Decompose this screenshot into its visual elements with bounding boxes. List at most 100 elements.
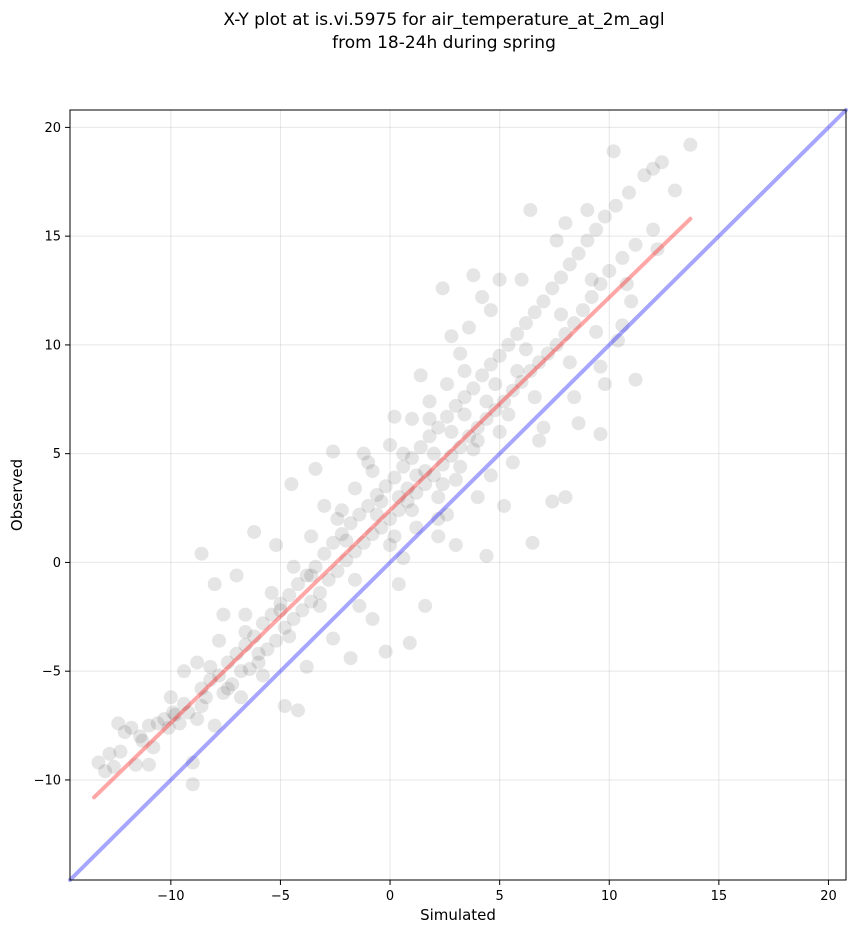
scatter-point xyxy=(536,294,551,309)
scatter-point xyxy=(225,677,240,692)
scatter-point xyxy=(409,520,424,535)
scatter-point xyxy=(448,472,463,487)
scatter-point xyxy=(483,357,498,372)
scatter-point xyxy=(580,203,595,218)
scatter-point xyxy=(608,198,623,213)
scatter-point xyxy=(501,337,516,352)
scatter-point xyxy=(567,316,582,331)
scatter-point xyxy=(163,690,178,705)
scatter-point xyxy=(273,596,288,611)
y-tick-label: 5 xyxy=(53,447,61,462)
scatter-point xyxy=(654,155,669,170)
scatter-point xyxy=(304,568,319,583)
scatter-point xyxy=(308,461,323,476)
scatter-point xyxy=(343,516,358,531)
scatter-point xyxy=(488,403,503,418)
scatter-point xyxy=(422,411,437,426)
scatter-point xyxy=(264,607,279,622)
scatter-point xyxy=(562,355,577,370)
scatter-point xyxy=(326,631,341,646)
scatter-point xyxy=(525,535,540,550)
scatter-point xyxy=(369,488,384,502)
scatter-point xyxy=(172,716,187,731)
scatter-point xyxy=(444,329,459,344)
scatter-point xyxy=(229,646,244,661)
scatter-point xyxy=(352,507,367,522)
scatter-point xyxy=(176,664,191,679)
scatter-point xyxy=(501,407,516,422)
y-axis-label: Observed xyxy=(8,459,26,531)
scatter-point xyxy=(378,644,393,659)
scatter-point xyxy=(409,485,424,500)
scatter-point xyxy=(295,603,310,618)
scatter-point xyxy=(334,503,349,518)
scatter-point xyxy=(431,420,446,435)
scatter-point xyxy=(545,281,560,296)
scatter-point xyxy=(444,424,459,439)
scatter-point xyxy=(461,320,476,335)
scatter-point xyxy=(194,698,209,713)
scatter-point xyxy=(391,490,406,505)
scatter-point xyxy=(444,448,459,463)
scatter-point xyxy=(567,390,582,405)
scatter-point xyxy=(584,290,599,305)
plot-frame xyxy=(69,109,847,881)
scatter-point xyxy=(330,564,345,579)
scatter-point xyxy=(418,464,433,479)
scatter-point xyxy=(461,429,476,444)
scatter-point xyxy=(269,633,284,648)
scatter-point xyxy=(233,664,248,679)
scatter-point xyxy=(299,568,314,583)
scatter-point xyxy=(532,355,547,370)
scatter-point xyxy=(492,272,507,287)
scatter-point xyxy=(448,398,463,413)
scatter-point xyxy=(277,620,292,635)
scatter-point xyxy=(106,759,121,774)
grid-lines xyxy=(70,110,846,880)
scatter-point xyxy=(396,551,411,566)
scatter-point xyxy=(440,409,455,424)
scatter-point xyxy=(312,585,327,600)
chart-title-line-2: from 18-24h during spring xyxy=(332,33,556,53)
scatter-point xyxy=(536,420,551,435)
scatter-point xyxy=(387,470,402,485)
scatter-point xyxy=(404,411,419,426)
scatter-point xyxy=(98,764,113,779)
x-tick-label: −10 xyxy=(157,889,184,904)
scatter-point xyxy=(440,377,455,392)
scatter-point xyxy=(479,411,494,426)
scatter-point xyxy=(479,394,494,409)
reference-lines xyxy=(68,108,848,882)
y-tick-label: 15 xyxy=(44,230,61,245)
scatter-point xyxy=(216,607,231,622)
scatter-point xyxy=(203,672,218,687)
scatter-point xyxy=(597,209,612,224)
scatter-point xyxy=(540,346,555,361)
scatter-point xyxy=(356,535,371,550)
scatter-point xyxy=(387,409,402,424)
scatter-point xyxy=(523,364,538,379)
scatter-point xyxy=(317,546,332,561)
scatter-point xyxy=(510,364,525,379)
y-tick-label: 10 xyxy=(44,338,61,353)
scatter-point xyxy=(527,305,542,320)
scatter-point xyxy=(255,616,270,631)
scatter-point xyxy=(185,755,200,770)
scatter-point xyxy=(111,716,126,731)
scatter-point xyxy=(150,716,165,731)
scatter-point xyxy=(470,420,485,435)
x-axis-ticks: −10 −5 0 5 10 15 20 xyxy=(157,880,837,904)
scatter-point xyxy=(558,327,573,342)
scatter-point xyxy=(369,507,384,522)
scatter-point xyxy=(391,503,406,518)
scatter-point xyxy=(383,437,398,452)
scatter-point xyxy=(409,468,424,483)
scatter-point xyxy=(383,511,398,526)
scatter-point xyxy=(343,651,358,666)
scatter-point xyxy=(317,498,332,513)
scatter-point xyxy=(483,303,498,318)
scatter-point xyxy=(387,529,402,544)
scatter-point xyxy=(238,625,253,640)
scatter-point xyxy=(422,429,437,444)
